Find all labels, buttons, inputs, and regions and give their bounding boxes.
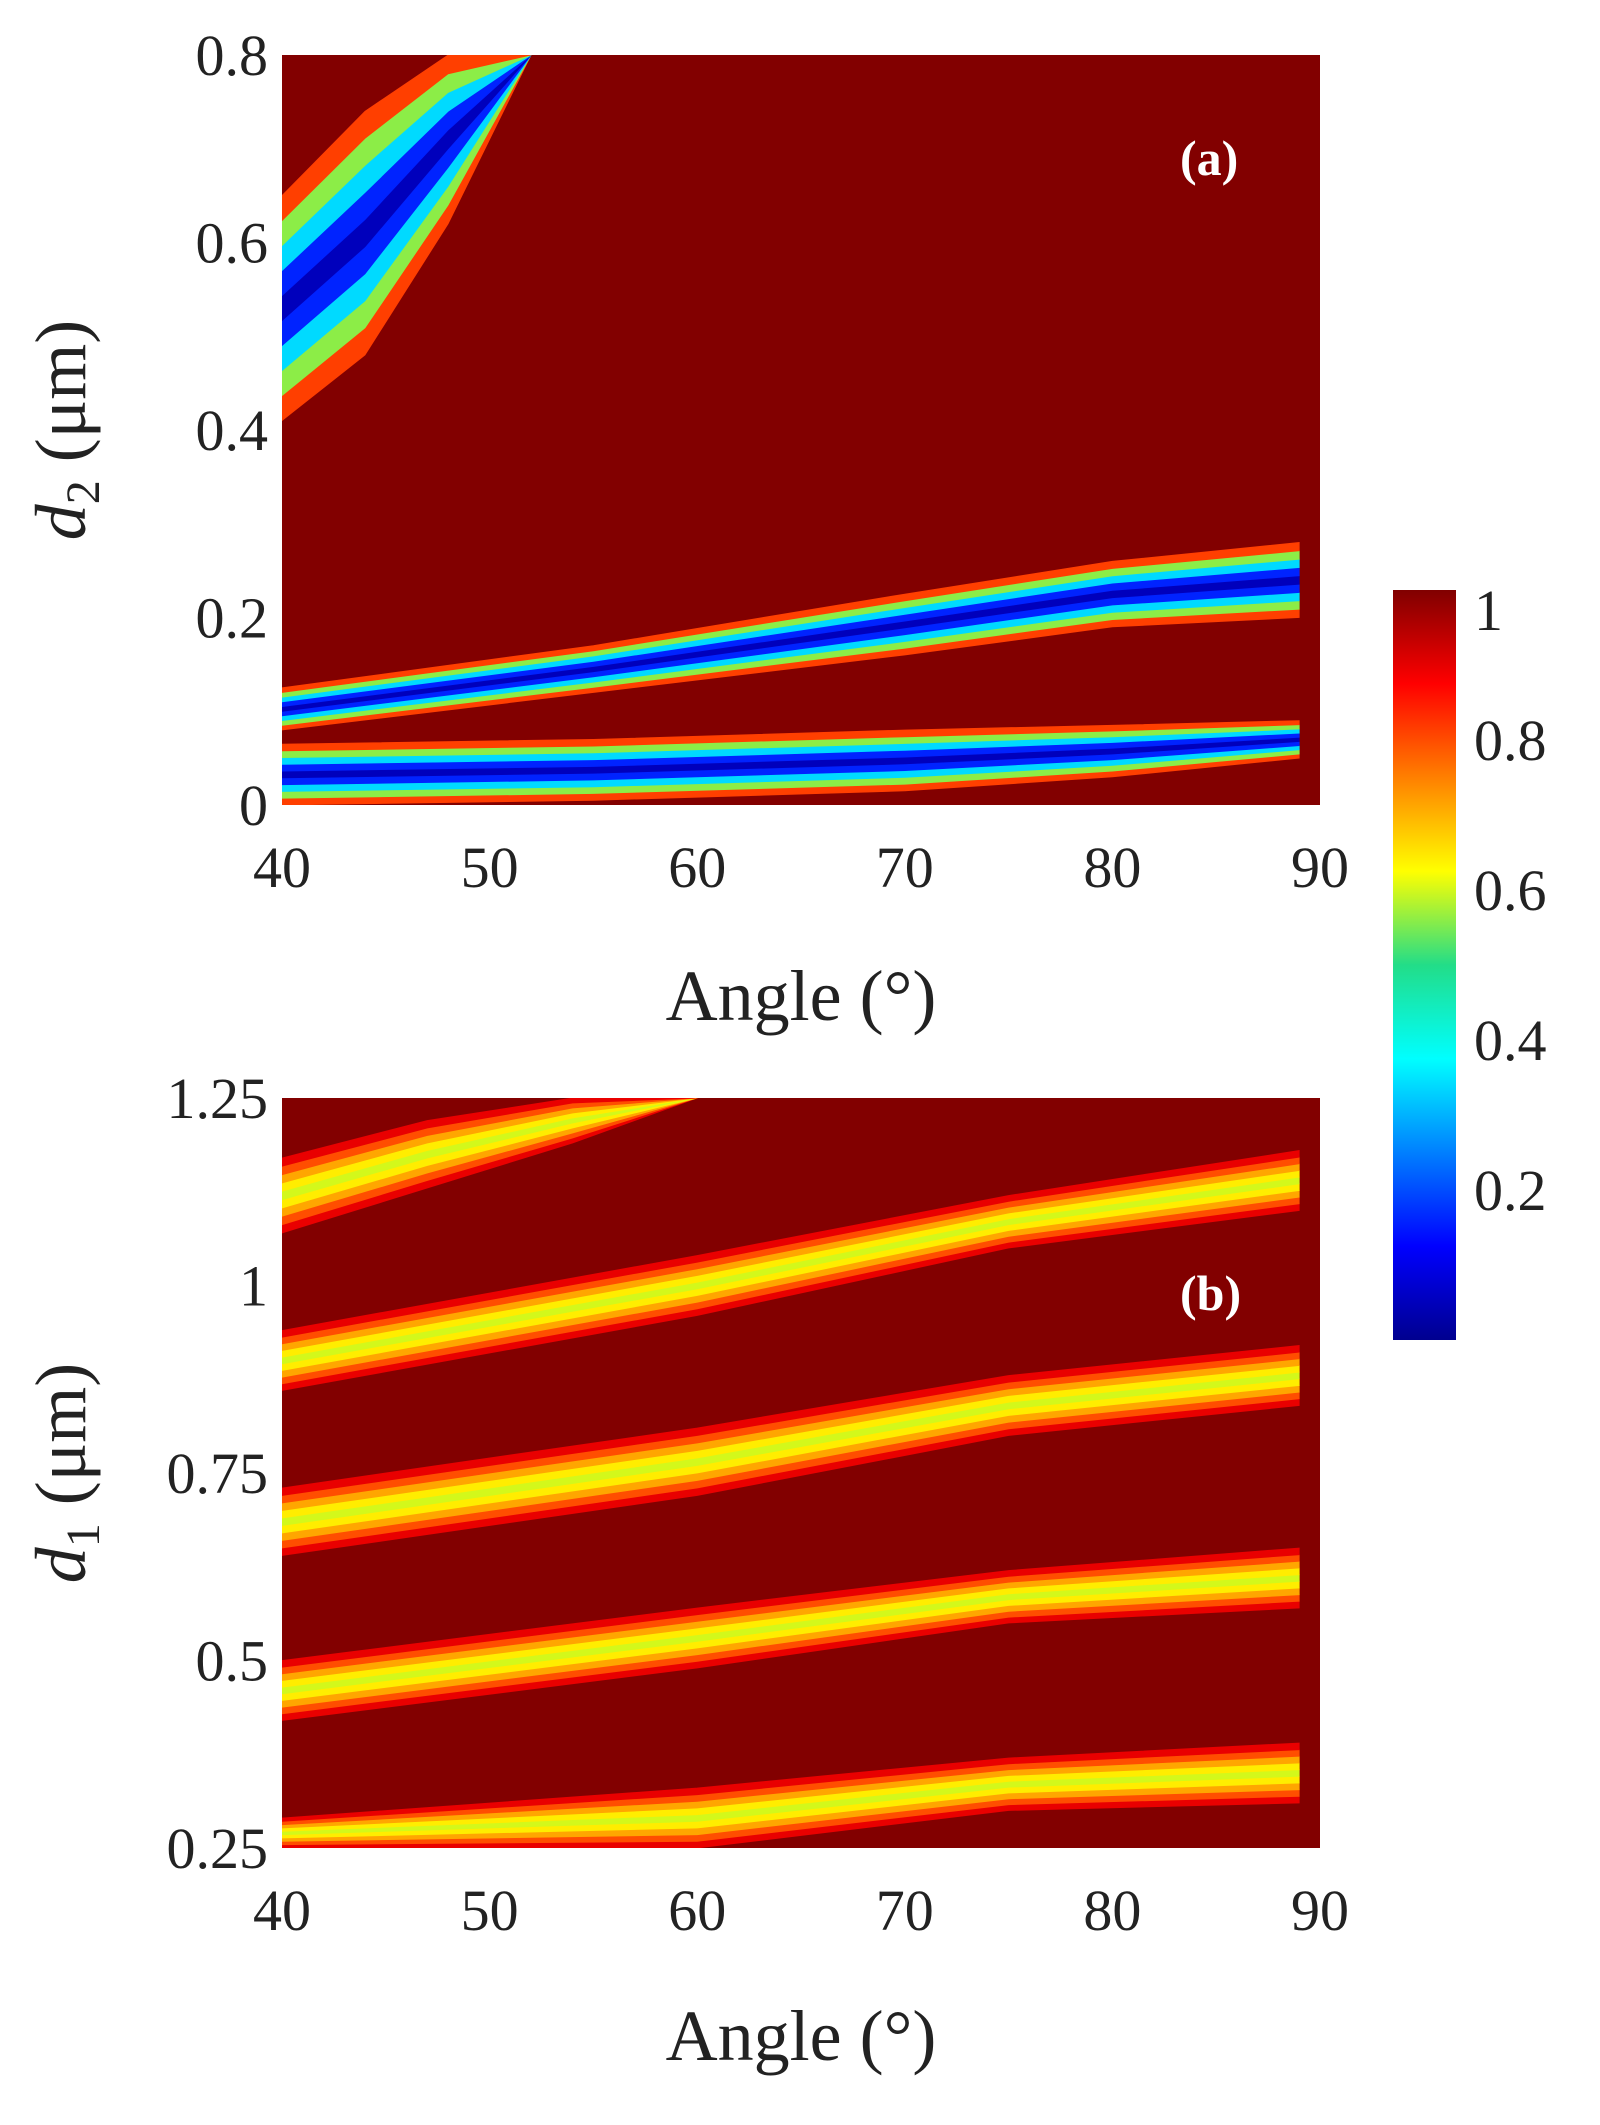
- panel-a-y-tick-label: 0.4: [196, 398, 269, 463]
- panel-b-y-label-var: d: [21, 1546, 101, 1583]
- panel-a-x-tick-label: 90: [1291, 835, 1349, 900]
- panel-b-y-tick-label: 0.5: [196, 1629, 269, 1694]
- panel-b-feature-4-strip: [282, 1150, 1300, 1338]
- panel-a-feature-3-strip: [282, 720, 1300, 752]
- panel-b-feature-2-strip: [282, 1547, 1300, 1668]
- panel-a-x-ticks: 40 50 60 70 80 90: [253, 835, 1349, 900]
- panel-b-x-tick-label: 70: [876, 1878, 934, 1943]
- panel-a-feature-1-strip: [282, 55, 532, 222]
- panel-b-feature-1-strip: [282, 1742, 1300, 1822]
- panel-b-x-tick-label: 40: [253, 1878, 311, 1943]
- panel-a-label: (a): [1180, 130, 1238, 186]
- panel-a-feature-2: [282, 542, 1300, 731]
- panel-b-y-label-sub: 1: [57, 1523, 110, 1547]
- panel-a-y-tick-label: 0.2: [196, 586, 269, 651]
- panel-a-y-label-sub: 2: [57, 480, 110, 504]
- colorbar-tick-label: 0.6: [1474, 858, 1547, 923]
- panel-a-x-tick-label: 70: [876, 835, 934, 900]
- colorbar-gradient: [1393, 590, 1456, 1340]
- colorbar-ticks: 0.2 0.4 0.6 0.8 1: [1474, 578, 1547, 1223]
- panel-b-x-ticks: 40 50 60 70 80 90: [253, 1878, 1349, 1943]
- panel-a: (a) 40 50 60 70 80 90 0 0.2 0.4 0.6 0.8 Angle (°)…: [21, 23, 1349, 1036]
- panel-b-feature-4: [282, 1150, 1300, 1391]
- panel-b-feature-5-strip: [282, 1098, 698, 1167]
- panel-b-y-tick-label: 1.25: [167, 1066, 269, 1131]
- panel-b-x-tick-label: 90: [1291, 1878, 1349, 1943]
- colorbar: 0.2 0.4 0.6 0.8 1: [1393, 578, 1547, 1340]
- panel-b-x-tick-label: 80: [1083, 1878, 1141, 1943]
- panel-b-x-tick-label: 50: [461, 1878, 519, 1943]
- panel-b-feature-5: [282, 1098, 698, 1234]
- panel-b-features: [282, 1098, 1300, 1848]
- colorbar-tick-label: 1: [1474, 578, 1503, 643]
- panel-b-feature-2: [282, 1547, 1300, 1721]
- panel-a-y-label-var: d: [21, 503, 101, 540]
- panel-b-y-tick-label: 0.25: [167, 1816, 269, 1881]
- panel-b-feature-3-strip: [282, 1345, 1300, 1496]
- colorbar-tick-label: 0.8: [1474, 708, 1547, 773]
- panel-b-y-tick-label: 1: [239, 1254, 268, 1319]
- panel-b-y-ticks: 0.25 0.5 0.75 1 1.25: [167, 1066, 269, 1881]
- panel-a-y-tick-label: 0.6: [196, 211, 269, 276]
- panel-a-x-tick-label: 50: [461, 835, 519, 900]
- panel-a-y-ticks: 0 0.2 0.4 0.6 0.8: [196, 23, 269, 838]
- panel-a-x-tick-label: 60: [668, 835, 726, 900]
- panel-b-y-label-unit: (μm): [21, 1363, 101, 1524]
- panel-a-x-tick-label: 40: [253, 835, 311, 900]
- panel-a-y-tick-label: 0: [239, 773, 268, 838]
- panel-b-y-axis-label: d1 (μm): [21, 1363, 110, 1584]
- colorbar-tick-label: 0.2: [1474, 1158, 1547, 1223]
- panel-a-y-axis-label: d2 (μm): [21, 320, 110, 541]
- panel-b: (b) 40 50 60 70 80 90 0.25 0.5 0.75 1 1.25 Angle …: [21, 1066, 1349, 2076]
- panel-b-feature-3: [282, 1345, 1300, 1556]
- panel-a-feature-1: [282, 55, 532, 422]
- panel-a-y-tick-label: 0.8: [196, 23, 269, 88]
- panel-b-x-axis-label: Angle (°): [666, 1996, 937, 2076]
- panel-b-feature-1: [282, 1742, 1300, 1848]
- panel-a-y-label-unit: (μm): [21, 320, 101, 481]
- panel-a-x-axis-label: Angle (°): [666, 956, 937, 1036]
- panel-b-y-tick-label: 0.75: [167, 1441, 269, 1506]
- panel-a-feature-3: [282, 720, 1300, 805]
- panel-a-features: [282, 55, 1300, 805]
- colorbar-tick-label: 0.4: [1474, 1008, 1547, 1073]
- panel-a-feature-2-strip: [282, 542, 1300, 693]
- panel-b-label: (b): [1180, 1265, 1241, 1321]
- panel-a-x-tick-label: 80: [1083, 835, 1141, 900]
- panel-b-x-tick-label: 60: [668, 1878, 726, 1943]
